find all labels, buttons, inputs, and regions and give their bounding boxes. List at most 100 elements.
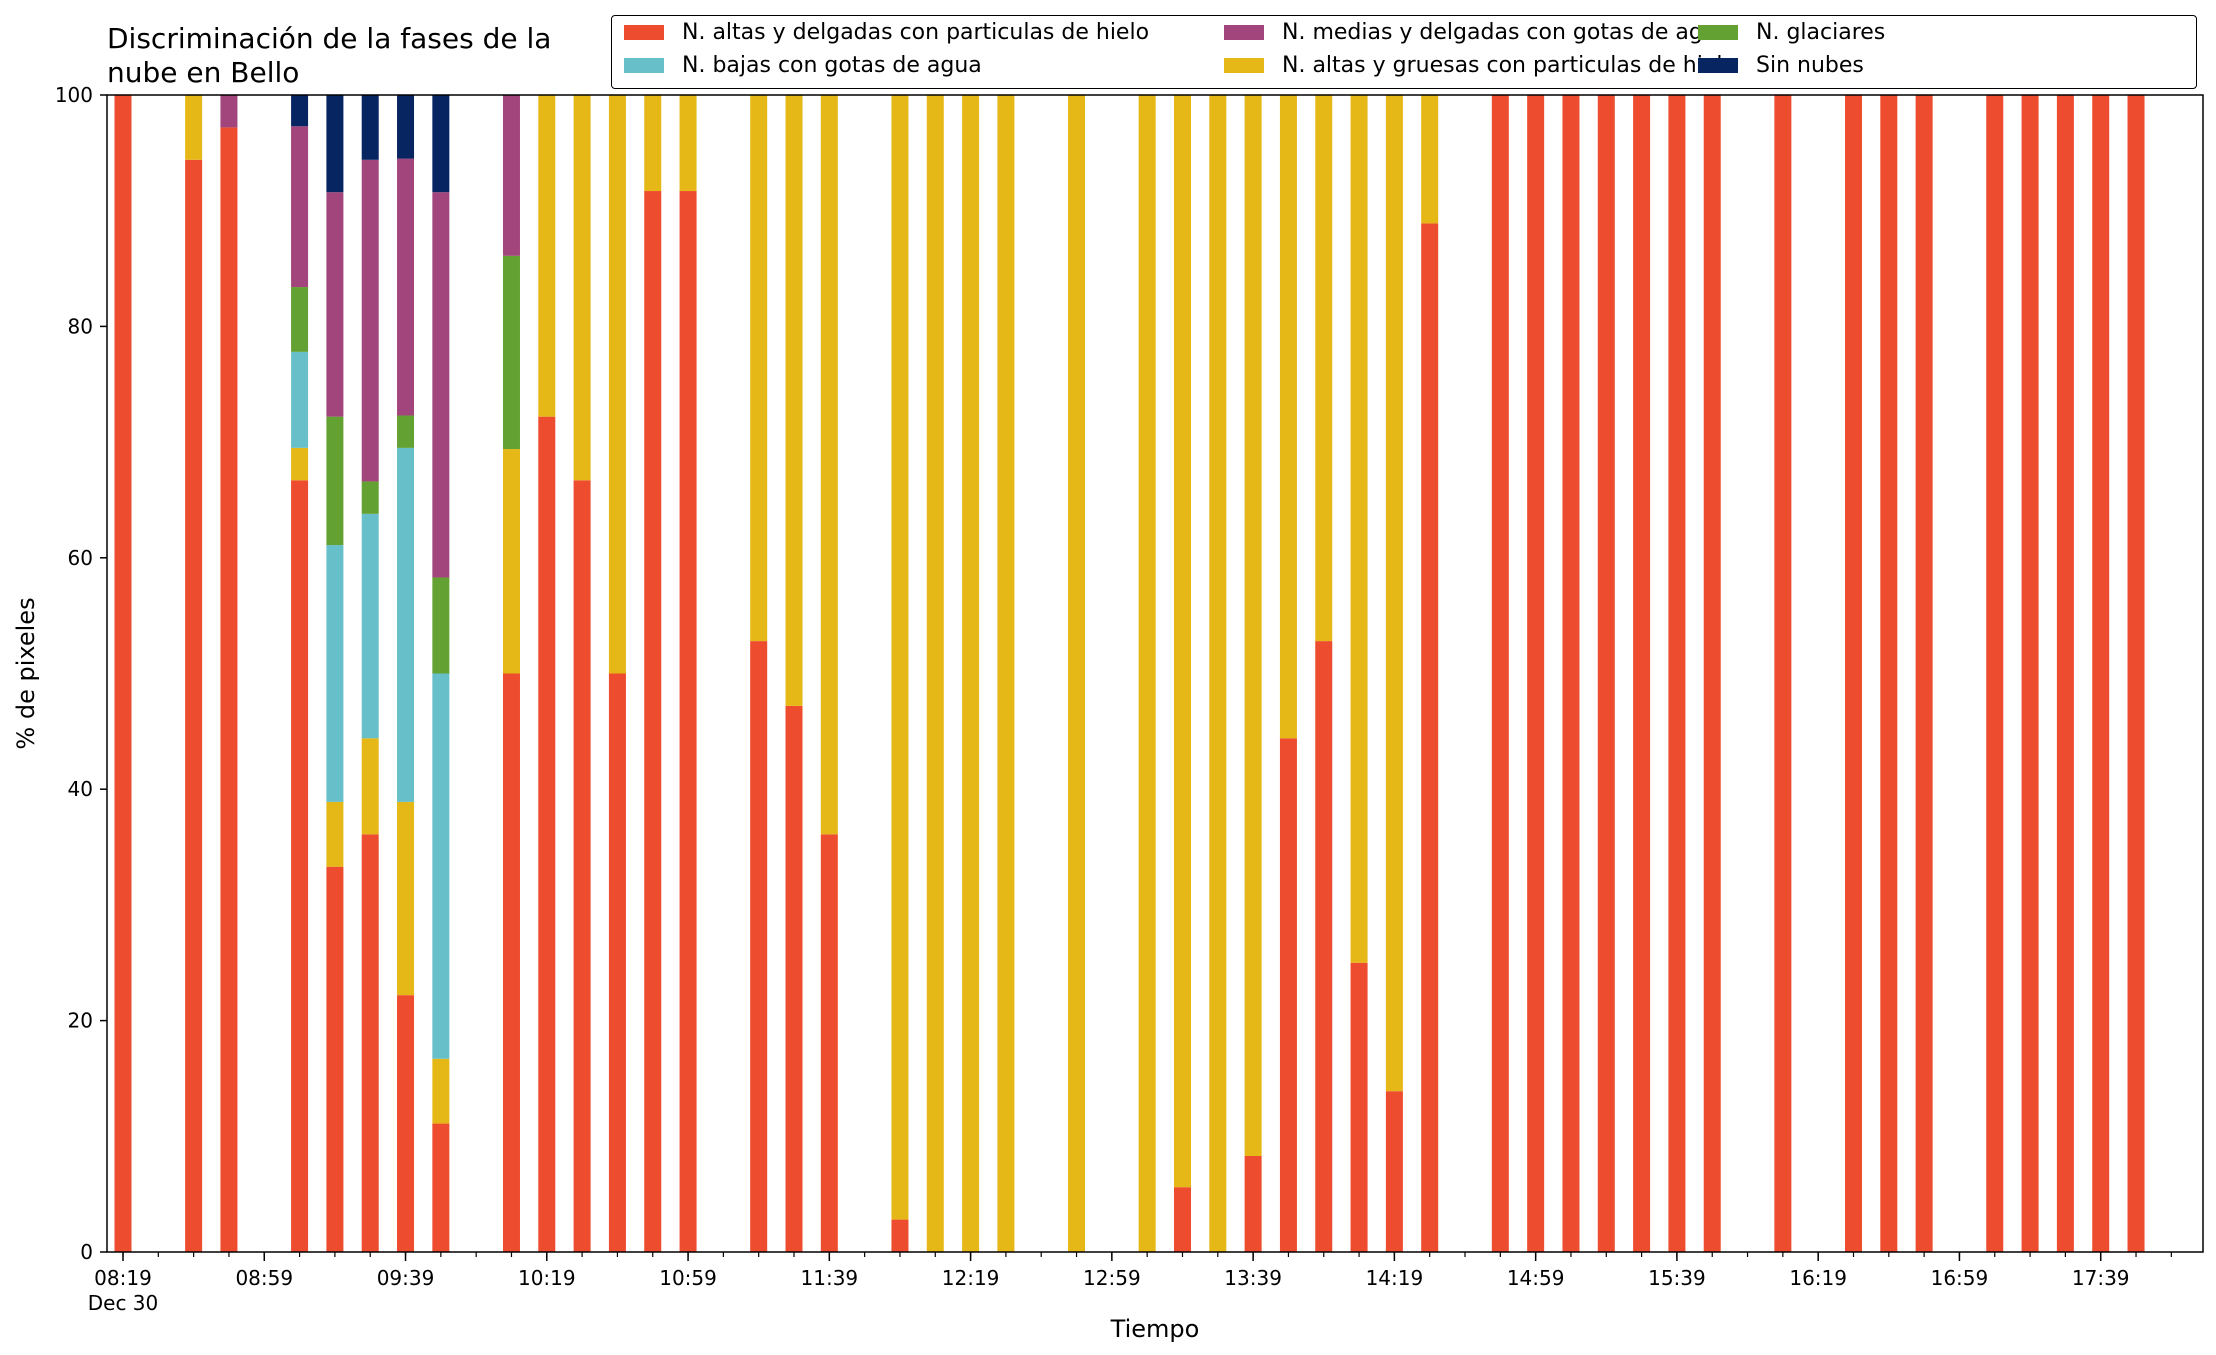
bar-segment-36-series-0 bbox=[1668, 95, 1686, 1252]
bar-segment-14-series-0 bbox=[750, 641, 768, 1252]
bar-segment-44-series-0 bbox=[2056, 95, 2074, 1252]
bar-segment-3-series-5 bbox=[291, 95, 309, 127]
bar-segment-7-series-1 bbox=[432, 1058, 450, 1124]
bar-segment-13-series-1 bbox=[679, 95, 697, 192]
x-tick-label-1: 08:59 bbox=[235, 1266, 293, 1290]
x-axis-label: Tiempo bbox=[1110, 1315, 1200, 1343]
y-tick-label-5: 100 bbox=[55, 83, 93, 107]
y-tick-label-4: 80 bbox=[68, 314, 93, 338]
legend-swatch-1 bbox=[1224, 58, 1264, 73]
legend-label-1: N. altas y gruesas con particulas de hie… bbox=[1282, 53, 1736, 78]
x-tick-label-13: 16:59 bbox=[1931, 1266, 1989, 1290]
bar-segment-39-series-0 bbox=[1845, 95, 1862, 1252]
bar-segment-20-series-1 bbox=[997, 95, 1015, 1252]
x-tick-label-9: 14:19 bbox=[1366, 1266, 1424, 1290]
bar-segment-9-series-0 bbox=[538, 416, 556, 1252]
bar-segment-17-series-0 bbox=[891, 1219, 909, 1252]
bar-segment-46-series-0 bbox=[2127, 95, 2145, 1252]
bar-segment-4-series-0 bbox=[326, 866, 344, 1252]
bar-segment-4-series-1 bbox=[326, 801, 344, 867]
bars-layer bbox=[114, 95, 2145, 1253]
bar-segment-6-series-3 bbox=[397, 415, 415, 448]
bar-segment-14-series-1 bbox=[750, 95, 768, 642]
bar-segment-3-series-0 bbox=[291, 480, 309, 1252]
bar-segment-5-series-0 bbox=[361, 834, 379, 1252]
legend-swatch-2 bbox=[624, 58, 664, 73]
bar-segment-9-series-1 bbox=[538, 95, 556, 417]
bar-segment-8-series-3 bbox=[502, 255, 520, 450]
chart-title-line-1: Discriminación de la fases de la bbox=[107, 22, 552, 55]
bar-segment-42-series-0 bbox=[1986, 95, 2004, 1252]
bar-segment-11-series-0 bbox=[608, 673, 626, 1252]
bar-segment-2-series-4 bbox=[220, 95, 238, 128]
plot-frame bbox=[106, 94, 2204, 1253]
bar-segment-26-series-0 bbox=[1279, 738, 1297, 1252]
bar-segment-30-series-1 bbox=[1421, 95, 1439, 224]
bar-segment-34-series-0 bbox=[1597, 95, 1615, 1252]
x-tick-label-10: 14:59 bbox=[1507, 1266, 1565, 1290]
bar-segment-3-series-4 bbox=[291, 126, 309, 288]
legend-swatch-3 bbox=[1698, 25, 1738, 40]
x-tick-label-4: 10:59 bbox=[659, 1266, 717, 1290]
bar-segment-2-series-0 bbox=[220, 127, 238, 1252]
legend-label-5: Sin nubes bbox=[1756, 53, 1864, 78]
chart-title: Discriminación de la fases de la nube en… bbox=[107, 22, 551, 90]
x-tick-label-11: 15:39 bbox=[1648, 1266, 1706, 1290]
bar-segment-35-series-0 bbox=[1633, 95, 1651, 1252]
legend-swatch-4 bbox=[1224, 25, 1264, 40]
legend-item-4: N. medias y delgadas con gotas de agua bbox=[1224, 20, 1730, 45]
bar-segment-6-series-2 bbox=[397, 447, 415, 802]
bar-segment-16-series-1 bbox=[820, 95, 838, 835]
bar-segment-12-series-1 bbox=[644, 95, 662, 192]
bar-segment-1-series-0 bbox=[185, 159, 203, 1252]
legend-swatch-5 bbox=[1698, 58, 1738, 73]
bar-segment-27-series-0 bbox=[1315, 641, 1333, 1252]
legend-swatch-0 bbox=[624, 25, 664, 40]
chart-title-line-2: nube en Bello bbox=[107, 56, 300, 89]
bar-segment-5-series-5 bbox=[361, 95, 379, 160]
x-tick-label-2: 09:39 bbox=[377, 1266, 435, 1290]
bar-segment-1-series-1 bbox=[185, 95, 203, 160]
x-tick-label-7: 12:59 bbox=[1083, 1266, 1141, 1290]
bar-segment-7-series-3 bbox=[432, 577, 450, 674]
legend-label-0: N. altas y delgadas con particulas de hi… bbox=[682, 20, 1150, 45]
bar-segment-41-series-0 bbox=[1915, 95, 1933, 1252]
bar-segment-7-series-2 bbox=[432, 673, 450, 1059]
bar-segment-18-series-1 bbox=[926, 95, 944, 1252]
bar-segment-45-series-0 bbox=[2092, 95, 2110, 1252]
bar-segment-13-series-0 bbox=[679, 191, 697, 1252]
bar-segment-27-series-1 bbox=[1315, 95, 1333, 642]
bar-segment-43-series-0 bbox=[2021, 95, 2039, 1252]
bar-segment-6-series-4 bbox=[397, 158, 415, 416]
legend-item-0: N. altas y delgadas con particulas de hi… bbox=[624, 20, 1149, 45]
legend-item-2: N. bajas con gotas de agua bbox=[624, 53, 982, 78]
bar-segment-15-series-0 bbox=[785, 705, 803, 1252]
bar-segment-15-series-1 bbox=[785, 95, 803, 706]
bar-segment-40-series-0 bbox=[1880, 95, 1898, 1252]
bar-segment-7-series-5 bbox=[432, 95, 450, 193]
bar-segment-19-series-1 bbox=[962, 95, 980, 1252]
bar-segment-5-series-1 bbox=[361, 738, 379, 835]
x-tick-label-0: 08:19 bbox=[94, 1266, 152, 1290]
bar-segment-8-series-0 bbox=[502, 673, 520, 1252]
bar-segment-21-series-1 bbox=[1068, 95, 1086, 1252]
legend: N. altas y delgadas con particulas de hi… bbox=[611, 15, 2197, 89]
legend-item-3: N. glaciares bbox=[1698, 20, 1885, 45]
bar-segment-8-series-1 bbox=[502, 449, 520, 674]
bar-segment-37-series-0 bbox=[1703, 95, 1721, 1252]
y-tick-label-1: 20 bbox=[68, 1009, 93, 1033]
bar-segment-32-series-0 bbox=[1527, 95, 1545, 1252]
x-tick-label-14: 17:39 bbox=[2072, 1266, 2130, 1290]
bar-segment-10-series-0 bbox=[573, 480, 591, 1252]
bar-segment-6-series-1 bbox=[397, 801, 415, 996]
bar-segment-3-series-1 bbox=[291, 447, 309, 481]
y-tick-label-2: 40 bbox=[68, 777, 93, 801]
bar-segment-4-series-5 bbox=[326, 95, 344, 193]
bar-segment-7-series-0 bbox=[432, 1123, 450, 1252]
bar-segment-5-series-2 bbox=[361, 513, 379, 739]
y-tick-label-3: 60 bbox=[68, 546, 93, 570]
bar-segment-25-series-0 bbox=[1244, 1155, 1262, 1252]
bar-segment-17-series-1 bbox=[891, 95, 909, 1220]
legend-item-1: N. altas y gruesas con particulas de hie… bbox=[1224, 53, 1736, 78]
bar-segment-11-series-1 bbox=[608, 95, 626, 674]
